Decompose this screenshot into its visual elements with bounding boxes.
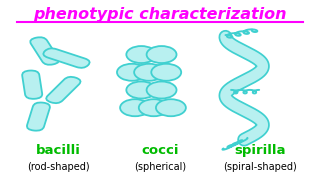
- Text: bacilli: bacilli: [36, 144, 81, 157]
- FancyBboxPatch shape: [30, 37, 59, 65]
- Circle shape: [139, 99, 169, 116]
- Circle shape: [126, 46, 156, 63]
- Text: phenotypic characterization: phenotypic characterization: [33, 7, 287, 22]
- Text: (rod-shaped): (rod-shaped): [28, 161, 90, 172]
- Circle shape: [126, 82, 156, 98]
- Circle shape: [151, 64, 181, 81]
- Text: cocci: cocci: [141, 144, 179, 157]
- Circle shape: [134, 64, 164, 81]
- Circle shape: [117, 64, 147, 81]
- FancyBboxPatch shape: [27, 102, 50, 131]
- Circle shape: [120, 99, 150, 116]
- Text: spirilla: spirilla: [234, 144, 285, 157]
- FancyBboxPatch shape: [22, 71, 42, 99]
- Text: (spherical): (spherical): [134, 161, 186, 172]
- Circle shape: [147, 82, 177, 98]
- FancyBboxPatch shape: [43, 48, 90, 68]
- Circle shape: [156, 99, 186, 116]
- FancyBboxPatch shape: [46, 77, 81, 103]
- Text: (spiral-shaped): (spiral-shaped): [223, 161, 297, 172]
- Circle shape: [147, 46, 177, 63]
